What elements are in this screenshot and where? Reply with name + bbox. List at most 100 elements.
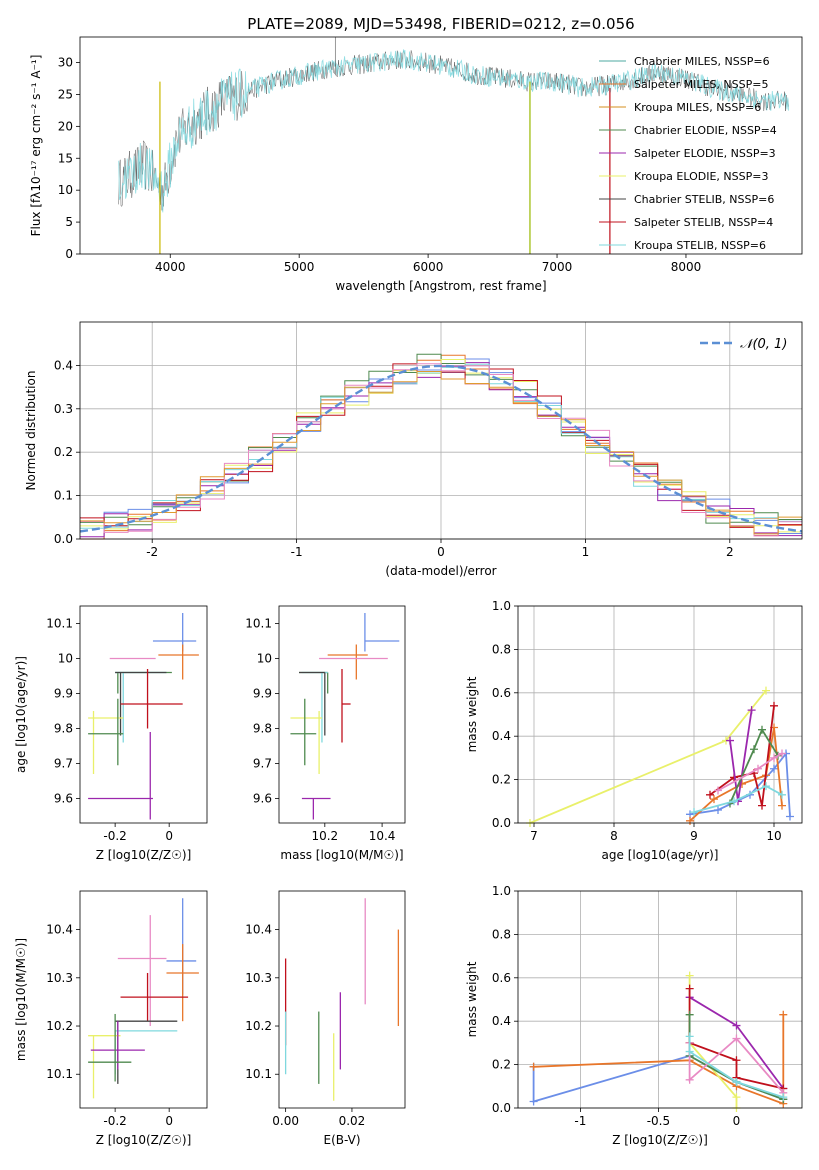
legend-entry: Kroupa STELIB, NSSP=6 xyxy=(634,239,766,252)
x-tick-label: 6000 xyxy=(413,260,444,274)
weight-series xyxy=(693,785,783,813)
y-tick-label: 9.9 xyxy=(253,687,272,701)
weight-marker xyxy=(732,1093,741,1102)
y-tick-label: 9.7 xyxy=(54,757,73,771)
histogram-series xyxy=(80,371,803,535)
age-weight-frame xyxy=(517,605,803,824)
weight-marker xyxy=(747,706,756,715)
x-tick-label: 0.00 xyxy=(272,1114,299,1128)
y-tick-label: 5 xyxy=(65,215,73,229)
weight-marker xyxy=(710,795,718,804)
weight-series xyxy=(729,727,779,804)
x-axis-label: wavelength [Angstrom, rest frame] xyxy=(335,279,546,293)
x-tick-label: 8000 xyxy=(671,260,702,274)
y-tick-label: 0.4 xyxy=(492,1014,511,1028)
weight-marker xyxy=(758,725,766,734)
y-tick-label: 10.4 xyxy=(245,923,272,937)
weight-marker xyxy=(730,797,738,806)
z-mass-frame xyxy=(79,890,208,1109)
y-tick-label: 0.4 xyxy=(54,358,73,372)
y-axis-label: mass [log10(M/M☉)] xyxy=(14,938,28,1061)
weight-marker xyxy=(686,816,694,825)
x-tick-label: 5000 xyxy=(284,260,315,274)
x-tick-label: 7000 xyxy=(542,260,573,274)
x-tick-label: -2 xyxy=(146,545,158,559)
y-tick-label: 9.6 xyxy=(54,792,73,806)
normal-curve xyxy=(79,364,803,533)
y-tick-label: 10.1 xyxy=(46,1067,73,1081)
x-axis-label: Z [log10(Z/Z☉)] xyxy=(96,1133,192,1147)
y-tick-label: 0.0 xyxy=(54,532,73,546)
x-tick-label: 0 xyxy=(165,829,173,843)
weight-marker xyxy=(726,736,734,745)
y-axis-label: mass weight xyxy=(465,961,479,1037)
y-tick-label: 10.3 xyxy=(245,971,272,985)
legend-entry: Salpeter MILES, NSSP=5 xyxy=(634,78,768,91)
weight-marker xyxy=(779,1010,788,1019)
x-tick-label: -0.5 xyxy=(647,1114,670,1128)
spectrum-frame xyxy=(79,36,803,255)
legend-entry: Kroupa MILES, NSSP=6 xyxy=(634,101,761,114)
weight-marker xyxy=(762,686,770,695)
y-tick-label: 1.0 xyxy=(492,884,511,898)
weight-marker xyxy=(685,1010,694,1019)
x-tick-label: 1 xyxy=(582,545,590,559)
x-tick-label: 10 xyxy=(766,829,781,843)
x-tick-label: -0.2 xyxy=(103,1114,126,1128)
y-tick-label: 10.2 xyxy=(46,1019,73,1033)
x-tick-label: 2 xyxy=(726,545,734,559)
weight-marker xyxy=(732,1034,741,1043)
legend-entry: Kroupa ELODIE, NSSP=3 xyxy=(634,170,768,183)
weight-marker xyxy=(732,1021,741,1030)
y-tick-label: 0 xyxy=(65,247,73,261)
y-tick-label: 0.8 xyxy=(492,642,511,656)
y-tick-label: 9.9 xyxy=(54,687,73,701)
y-tick-label: 9.8 xyxy=(253,722,272,736)
y-tick-label: 0.4 xyxy=(492,729,511,743)
ebv-mass-frame xyxy=(278,890,406,1109)
weight-marker xyxy=(529,1062,538,1071)
y-tick-label: 10.1 xyxy=(245,1067,272,1081)
x-axis-label: E(B-V) xyxy=(323,1133,360,1147)
x-tick-label: -0.2 xyxy=(103,829,126,843)
x-axis-label: Z [log10(Z/Z☉)] xyxy=(96,848,192,862)
y-tick-label: 15 xyxy=(58,151,73,165)
y-axis-label: age [log10(age/yr)] xyxy=(14,656,28,773)
y-tick-label: 10.2 xyxy=(245,1019,272,1033)
y-tick-label: 10.1 xyxy=(46,617,73,631)
weight-marker xyxy=(758,801,766,810)
y-tick-label: 0.1 xyxy=(54,489,73,503)
y-axis-label: Normed distribution xyxy=(24,371,38,491)
weight-marker xyxy=(732,1056,741,1065)
legend-entry: Salpeter STELIB, NSSP=4 xyxy=(634,216,773,229)
x-tick-label: 0 xyxy=(165,1114,173,1128)
mass-age-frame xyxy=(278,605,406,824)
y-tick-label: 0.2 xyxy=(492,1058,511,1072)
weight-marker xyxy=(529,1097,538,1106)
ebv-mass-axes xyxy=(275,929,353,1112)
weight-marker xyxy=(685,1032,694,1041)
weight-marker xyxy=(732,1077,741,1086)
y-axis-label: Flux [fλ10⁻¹⁷ erg cm⁻² s⁻¹ A⁻¹] xyxy=(29,55,43,237)
y-tick-label: 0.8 xyxy=(492,927,511,941)
y-tick-label: 9.6 xyxy=(253,792,272,806)
weight-marker xyxy=(685,1047,694,1056)
weight-marker xyxy=(714,805,722,814)
weight-marker xyxy=(770,764,778,773)
x-tick-label: -1 xyxy=(574,1114,586,1128)
z-mass-axes xyxy=(76,929,170,1112)
x-tick-label: 10.2 xyxy=(311,829,338,843)
z-age-frame xyxy=(79,605,208,824)
y-tick-label: 30 xyxy=(58,56,73,70)
y-tick-label: 0.0 xyxy=(492,1101,511,1115)
weight-marker xyxy=(770,701,778,710)
y-tick-label: 0.2 xyxy=(492,773,511,787)
weight-series xyxy=(688,1036,784,1099)
z-weight-frame xyxy=(517,890,803,1109)
weight-marker xyxy=(786,812,794,821)
spectrum-axes xyxy=(76,62,687,258)
z-age-axes xyxy=(76,623,170,827)
y-tick-label: 20 xyxy=(58,119,73,133)
weight-series xyxy=(688,1037,784,1094)
x-tick-label: 7 xyxy=(530,829,538,843)
